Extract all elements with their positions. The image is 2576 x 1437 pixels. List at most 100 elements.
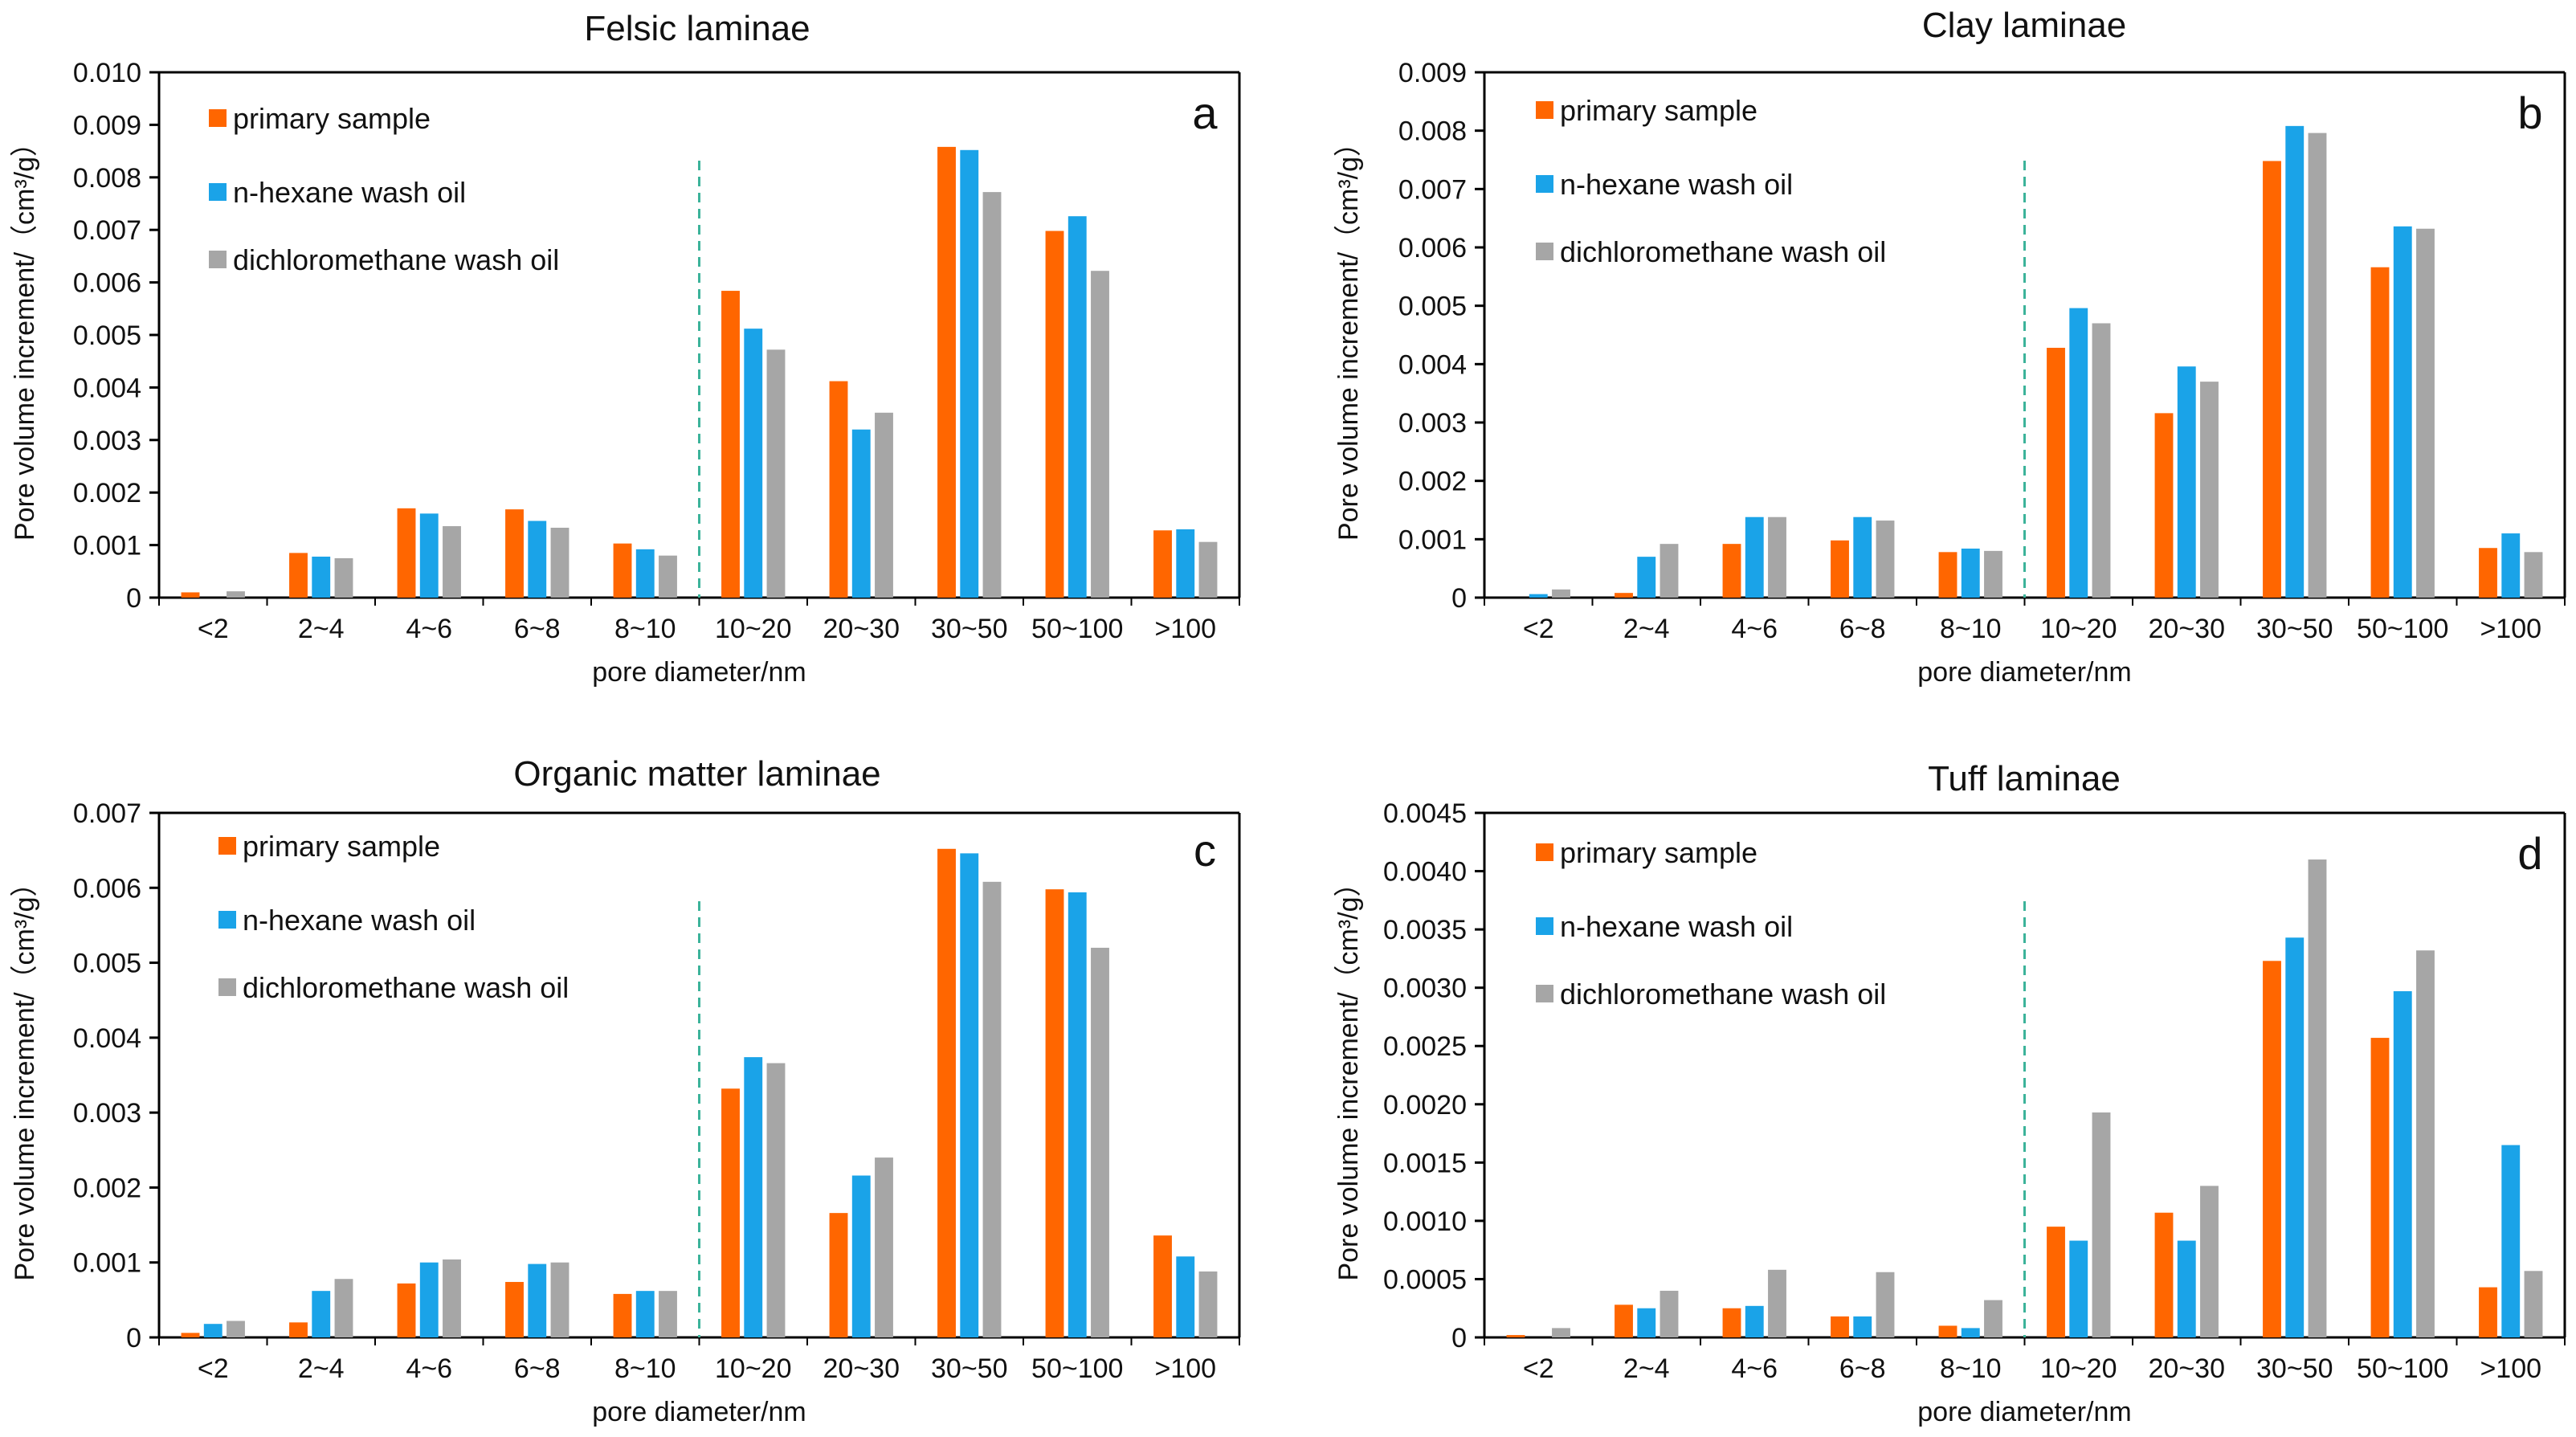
y-axis-label: Pore volume increment/（cm³/g）: [1333, 869, 1364, 1280]
bar-primary-sample-6: [829, 381, 848, 598]
bar-n-hexane-wash-oil-3: [1853, 516, 1872, 598]
y-tick-label: 0.004: [73, 1023, 141, 1054]
y-tick-label: 0.006: [1398, 233, 1467, 263]
legend-label: primary sample: [1560, 94, 1757, 127]
bar-n-hexane-wash-oil-2: [419, 1262, 439, 1337]
bar-primary-sample-2: [1722, 1308, 1741, 1337]
bar-dichloromethane-wash-oil-6: [2200, 382, 2219, 598]
legend-swatch: [218, 837, 236, 855]
legend-label: primary sample: [233, 102, 431, 135]
bar-primary-sample-8: [1045, 889, 1064, 1337]
bar-dichloromethane-wash-oil-1: [1659, 1290, 1679, 1337]
y-tick-label: 0.007: [73, 798, 141, 829]
bar-n-hexane-wash-oil-8: [1068, 892, 1087, 1337]
bar-n-hexane-wash-oil-7: [2285, 937, 2305, 1337]
legend-swatch: [209, 251, 227, 268]
x-tick-label: 8~10: [614, 1353, 676, 1384]
bar-n-hexane-wash-oil-5: [744, 329, 763, 598]
bar-n-hexane-wash-oil-1: [312, 1291, 331, 1337]
bar-n-hexane-wash-oil-6: [851, 1175, 871, 1337]
bar-primary-sample-4: [1938, 1325, 1958, 1337]
x-tick-label: 4~6: [1731, 614, 1778, 644]
x-tick-label: 6~8: [1839, 614, 1886, 644]
bar-dichloromethane-wash-oil-8: [2416, 228, 2435, 598]
bar-primary-sample-8: [2370, 1038, 2390, 1337]
x-tick-label: 30~50: [931, 614, 1008, 644]
legend-label: dichloromethane wash oil: [1560, 235, 1886, 268]
bar-dichloromethane-wash-oil-9: [1198, 1271, 1218, 1337]
x-tick-label: 6~8: [514, 1353, 561, 1384]
bar-primary-sample-9: [2479, 548, 2497, 598]
x-tick-label: 50~100: [1031, 614, 1123, 644]
legend-swatch: [1536, 843, 1553, 861]
bar-n-hexane-wash-oil-7: [960, 853, 979, 1337]
y-tick-label: 0.0005: [1383, 1264, 1467, 1295]
legend-swatch: [218, 978, 236, 996]
bar-primary-sample-9: [1153, 1235, 1172, 1337]
x-tick-label: 50~100: [2357, 1353, 2448, 1384]
legend-label: n-hexane wash oil: [233, 176, 466, 209]
y-tick-label: 0.009: [73, 110, 141, 141]
bar-dichloromethane-wash-oil-4: [659, 555, 677, 598]
x-tick-label: 10~20: [715, 1353, 792, 1384]
bar-dichloromethane-wash-oil-2: [443, 526, 461, 598]
x-tick-label: 10~20: [2040, 1353, 2117, 1384]
y-tick-label: 0: [126, 1323, 141, 1353]
panel-label: b: [2517, 88, 2542, 138]
bar-dichloromethane-wash-oil-8: [2416, 950, 2435, 1337]
panel-label: d: [2517, 828, 2542, 879]
x-tick-label: 2~4: [1623, 614, 1670, 644]
bar-dichloromethane-wash-oil-7: [982, 881, 1002, 1337]
bar-primary-sample-1: [1615, 1304, 1633, 1337]
x-axis-label: pore diameter/nm: [1917, 657, 2131, 688]
bar-primary-sample-2: [1722, 544, 1741, 598]
legend-swatch: [209, 109, 227, 127]
chart-panel-d: Tuff laminae d 0 0.0005 0.0010 0.0015 0.0020 0.…: [1333, 759, 2566, 1427]
x-tick-label: 6~8: [1839, 1353, 1886, 1384]
y-tick-label: 0.005: [1398, 292, 1467, 322]
x-axis-label: pore diameter/nm: [592, 657, 806, 688]
bar-dichloromethane-wash-oil-2: [1768, 1269, 1786, 1337]
bar-n-hexane-wash-oil-9: [1176, 1256, 1195, 1337]
bar-primary-sample-0: [181, 592, 200, 598]
bar-dichloromethane-wash-oil-5: [766, 349, 786, 598]
x-tick-label: 4~6: [406, 614, 452, 644]
bar-n-hexane-wash-oil-9: [1176, 529, 1195, 598]
bar-dichloromethane-wash-oil-9: [2524, 552, 2543, 598]
y-tick-label: 0.0030: [1383, 974, 1467, 1004]
bar-n-hexane-wash-oil-9: [2501, 1145, 2521, 1337]
y-tick-label: 0.002: [73, 1173, 141, 1203]
bar-primary-sample-7: [2263, 161, 2281, 598]
bar-dichloromethane-wash-oil-2: [1768, 516, 1786, 598]
x-tick-label: <2: [198, 1353, 229, 1384]
y-tick-label: 0.001: [1398, 525, 1467, 555]
bar-dichloromethane-wash-oil-8: [1091, 271, 1109, 598]
x-axis-label: pore diameter/nm: [592, 1397, 806, 1427]
x-tick-label: >100: [2480, 614, 2541, 644]
x-tick-label: <2: [1523, 1353, 1554, 1384]
bar-dichloromethane-wash-oil-1: [1659, 544, 1679, 598]
legend-label: n-hexane wash oil: [1560, 910, 1793, 943]
y-tick-label: 0.003: [1398, 408, 1467, 439]
x-tick-label: 4~6: [1731, 1353, 1778, 1384]
bar-primary-sample-4: [613, 1293, 632, 1337]
x-tick-label: 20~30: [2149, 614, 2226, 644]
bar-n-hexane-wash-oil-4: [1961, 1328, 1980, 1337]
bar-dichloromethane-wash-oil-9: [1198, 541, 1218, 598]
y-axis-label: Pore volume increment/（cm³/g）: [10, 129, 40, 541]
bar-primary-sample-6: [2154, 1212, 2174, 1337]
y-axis-label: Pore volume increment/（cm³/g）: [1333, 129, 1364, 541]
chart-panel-c: Organic matter laminae c 0 0.001 0.002 0.003 0…: [10, 754, 1241, 1427]
bar-dichloromethane-wash-oil-0: [227, 591, 245, 598]
y-tick-label: 0.007: [73, 215, 141, 246]
y-tick-label: 0.007: [1398, 174, 1467, 205]
bar-primary-sample-7: [2263, 961, 2281, 1337]
bar-dichloromethane-wash-oil-2: [443, 1259, 461, 1337]
legend-swatch: [1536, 101, 1553, 119]
x-tick-label: 8~10: [1940, 1353, 2002, 1384]
bar-n-hexane-wash-oil-5: [2069, 1240, 2088, 1337]
bar-primary-sample-8: [1045, 231, 1064, 598]
y-tick-label: 0.0025: [1383, 1031, 1467, 1062]
y-tick-label: 0.0045: [1383, 798, 1467, 829]
